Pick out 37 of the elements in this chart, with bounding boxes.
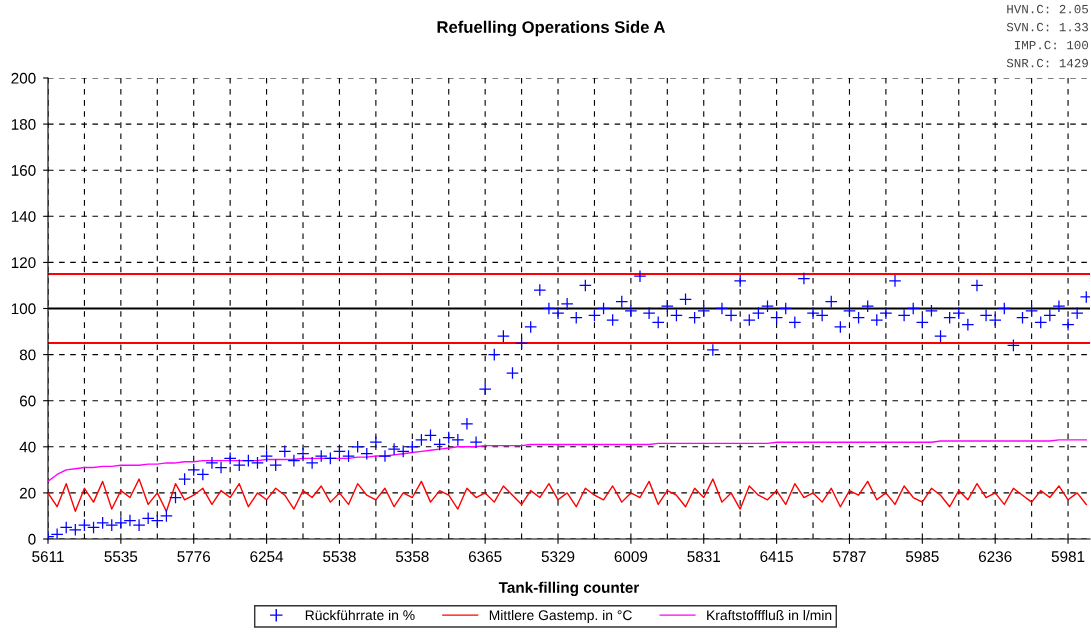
x-tick-label: 6365 bbox=[468, 551, 502, 563]
y-tick-label: 80 bbox=[19, 349, 36, 361]
x-tick-label: 5787 bbox=[833, 551, 866, 563]
text: IMP.C: 100 bbox=[1015, 40, 1089, 50]
y-tick-label: 40 bbox=[19, 441, 36, 453]
x-tick-label: 5981 bbox=[1051, 551, 1085, 563]
legend-label: Mittlere Gastemp. in °C bbox=[489, 609, 632, 623]
x-tick-label: 5358 bbox=[395, 551, 429, 563]
x-tick-label: 5985 bbox=[905, 551, 939, 563]
y-tick-label: 200 bbox=[11, 72, 36, 84]
text: SVN.C: 1.33 bbox=[1006, 22, 1089, 32]
x-tick-label: 6236 bbox=[978, 551, 1012, 563]
y-tick-label: 60 bbox=[19, 395, 36, 407]
x-tick-label: 6254 bbox=[250, 551, 284, 563]
y-tick-label: 20 bbox=[19, 487, 36, 499]
x-tick-label: 5611 bbox=[32, 551, 64, 563]
text: SNR.C: 1429 bbox=[1006, 58, 1088, 68]
x-tick-label: 5329 bbox=[541, 551, 575, 563]
line-series bbox=[48, 478, 1087, 513]
y-tick-label: 100 bbox=[11, 303, 36, 315]
x-tick-label: 5831 bbox=[687, 551, 720, 563]
x-tick-label: 5535 bbox=[104, 551, 138, 563]
y-tick-label: 180 bbox=[11, 118, 36, 130]
x-tick-label: 6415 bbox=[760, 551, 793, 563]
legend-label: Rückführrate in % bbox=[305, 609, 415, 621]
y-tick-label: 160 bbox=[11, 165, 36, 176]
text: HVN.C: 2.05 bbox=[1007, 4, 1089, 14]
y-tick-label: 120 bbox=[11, 257, 36, 269]
y-tick-label: 140 bbox=[11, 211, 36, 222]
y-tick-label: 0 bbox=[28, 533, 36, 545]
x-tick-label: 5538 bbox=[323, 551, 356, 563]
x-axis-title: Tank-filling counter bbox=[498, 581, 640, 597]
x-tick-label: 6009 bbox=[614, 551, 648, 563]
x-tick-label: 5776 bbox=[177, 551, 211, 563]
legend-label: Kraftstofffluß in l/min bbox=[707, 609, 832, 621]
chart-title: Refuelling Operations Side A bbox=[437, 20, 666, 37]
line-series bbox=[48, 439, 1087, 483]
